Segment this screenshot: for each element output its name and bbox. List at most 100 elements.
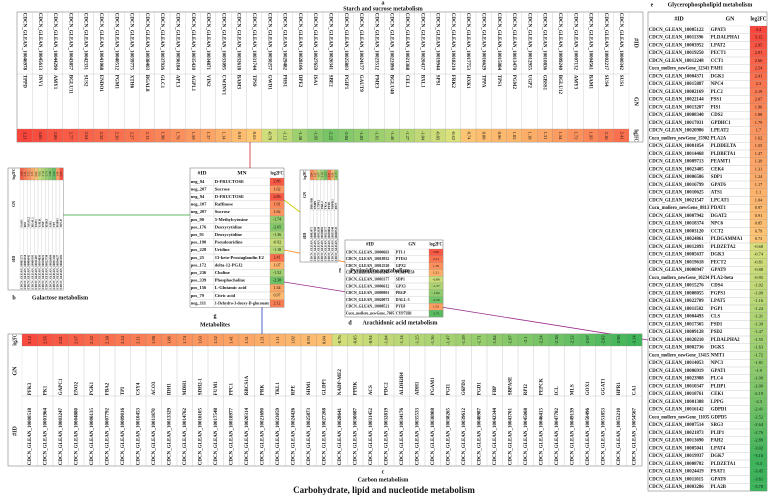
- value-label: -1.33: [42, 171, 45, 177]
- row-id: neg_94: [191, 194, 205, 199]
- row-name: Pseudouridine: [215, 240, 243, 245]
- row-name: MDH1: [183, 380, 188, 395]
- table-header: #ID: [302, 233, 307, 240]
- row-name: DUT: [334, 203, 338, 209]
- row-name: Deoxycytidine: [215, 232, 242, 237]
- row-name: GPAT9: [711, 268, 727, 273]
- value-label: 1.31: [543, 132, 548, 140]
- row-name: D-FRUCTOSE: [215, 194, 244, 199]
- row-name: AMY3: [572, 75, 577, 90]
- row-id: CDCN_GLEAN_10011015: [649, 477, 704, 482]
- value-label: -1.46: [390, 131, 395, 141]
- row-id: CDCN_GLEAN_10005637: [649, 253, 705, 258]
- row-name: FBA2: [105, 382, 110, 395]
- row-id: CDCN_GLEAN_10021690: [260, 407, 265, 465]
- heat-cell: [269, 299, 285, 308]
- table-header: #ID: [674, 16, 683, 22]
- row-name: PLDZETA2: [711, 245, 736, 250]
- row-name: SPS1: [435, 75, 440, 87]
- row-id: CDCN_GLEAN_10017365: [649, 322, 705, 327]
- value-label: -2.06: [49, 171, 52, 177]
- panel-table: #ID CDCN_GLEAN_10005122 CDCN_GLEAN_1001139…: [647, 11, 768, 492]
- row-id: CDCN_GLEAN_10022144: [649, 98, 705, 103]
- table-header: log2FC: [430, 243, 443, 248]
- row-name: VIN2: [205, 75, 210, 87]
- panel-letter: d: [348, 320, 352, 326]
- value-label: 2.31: [433, 257, 439, 261]
- row-name: GDPD5: [711, 415, 728, 420]
- row-name: LPPG: [711, 400, 724, 405]
- value-label: -2.29: [432, 298, 439, 302]
- row-id: CDCN_GLEAN_10051853: [601, 407, 606, 465]
- row-name: CYP73B1: [396, 311, 412, 315]
- row-id: CDCN_GLEAN_10008195: [30, 254, 34, 289]
- row-name: CEL1: [404, 75, 409, 88]
- value-label: 1.7: [756, 128, 762, 133]
- row-name: DGAT2: [711, 214, 728, 219]
- row-id: pos_79: [191, 293, 205, 298]
- heat-cell: [16, 128, 33, 143]
- row-id: CDCN_GLEAN_10054567: [632, 407, 637, 465]
- row-name: ALDH2B4: [400, 372, 405, 395]
- row-name: BAM3: [236, 75, 241, 90]
- row-id: CDCN_GLEAN_10049139: [570, 407, 575, 465]
- row-id: CDCN_GLEAN_10019937: [649, 454, 705, 459]
- row-name: NPC3: [711, 361, 724, 366]
- value-label: -2.41: [754, 407, 763, 412]
- row-id: CDCN_GLEAN_10009016: [121, 407, 126, 465]
- row-id: CDCN_GLEAN_10047782: [555, 407, 560, 465]
- row-name: PPDK: [353, 381, 358, 395]
- value-label: -1.55: [754, 337, 763, 342]
- value-label: -0.76: [337, 335, 342, 345]
- value-label: -1.46: [321, 172, 324, 178]
- value-label: -1.37: [432, 284, 439, 288]
- value-label: -1.71: [46, 171, 49, 177]
- value-label: 1.04: [755, 197, 763, 202]
- row-name: ENDO1: [98, 75, 103, 92]
- value-label: 2.18: [604, 132, 609, 141]
- row-id: CDCN_GLEAN_10003247: [59, 407, 64, 465]
- row-id: CDCN_GLEAN_10013329: [167, 407, 172, 465]
- row-name: RPI2: [524, 384, 529, 396]
- panel-letter: f: [339, 268, 342, 274]
- value-label: 0.88: [482, 132, 487, 141]
- value-label: -0.79: [267, 131, 272, 141]
- row-name: PFK3: [28, 382, 33, 395]
- row-id: CDCN_GLEAN_10015276: [649, 284, 705, 289]
- row-name: GolS1: [19, 219, 23, 227]
- value-label: -2.64: [754, 422, 764, 427]
- panel-letter: b: [12, 295, 16, 301]
- panel-letter: a: [382, 0, 385, 6]
- value-label: 1.96: [755, 104, 763, 109]
- value-label: 1.98: [151, 335, 156, 344]
- value-label: 2.13: [145, 132, 150, 141]
- value-label: -2.76: [754, 430, 764, 435]
- row-name: GOX1: [586, 381, 591, 395]
- row-id: CDCN_GLEAN_10023405: [649, 167, 705, 172]
- row-name: NPC4: [711, 82, 724, 87]
- row-name: PTES2: [396, 257, 407, 261]
- row-id: pos_91: [191, 232, 205, 237]
- row-id: CDCN_GLEAN_10046978: [22, 13, 27, 71]
- panel-letter: g: [214, 313, 217, 319]
- row-id: CDCN_GLEAN_10001964: [43, 407, 48, 465]
- value-label: -0.88: [432, 277, 439, 281]
- value-label: -3.61: [754, 476, 763, 481]
- row-name: GPX3: [396, 284, 406, 288]
- value-label: -1.9: [755, 368, 762, 373]
- row-name: FBP: [493, 386, 498, 395]
- row-name: UGP2: [526, 75, 531, 89]
- row-id: CDCN_GLEAN_10025803: [343, 13, 348, 71]
- row-id: CDCN_GLEAN_10005122: [649, 28, 705, 33]
- row-name: DHODH: [309, 197, 313, 209]
- row-id: CDCN_GLEAN_10022090: [389, 13, 394, 71]
- row-name: LPAT2: [711, 43, 726, 48]
- row-id: pos_228: [191, 247, 207, 252]
- row-name: GPAT8: [711, 477, 727, 482]
- value-label: 2.14: [24, 171, 27, 176]
- row-name: GPX2: [396, 264, 406, 268]
- value-label: -3.78: [754, 484, 763, 489]
- row-id: Cucu_mollero_newGene_15902: [649, 136, 710, 141]
- value-label: -1.72: [335, 172, 338, 178]
- value-label: 2.3: [756, 81, 761, 86]
